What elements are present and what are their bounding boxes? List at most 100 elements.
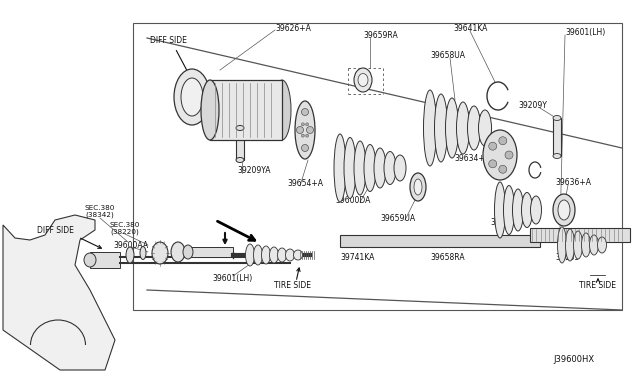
Ellipse shape — [483, 130, 517, 180]
Circle shape — [489, 160, 497, 168]
Text: 39659UA: 39659UA — [380, 214, 415, 222]
Ellipse shape — [273, 80, 291, 140]
Ellipse shape — [358, 74, 368, 87]
Ellipse shape — [295, 101, 315, 159]
Ellipse shape — [424, 90, 436, 166]
Ellipse shape — [201, 80, 219, 140]
Ellipse shape — [553, 115, 561, 121]
Text: (38342): (38342) — [86, 212, 115, 218]
Ellipse shape — [414, 179, 422, 195]
Circle shape — [301, 144, 308, 151]
Text: 39601(LH): 39601(LH) — [213, 273, 253, 282]
Ellipse shape — [262, 246, 271, 264]
Text: J39600HX: J39600HX — [554, 356, 595, 365]
Ellipse shape — [589, 235, 598, 255]
Text: 39634+A: 39634+A — [454, 154, 490, 163]
Ellipse shape — [558, 200, 570, 220]
Text: 39600AA: 39600AA — [113, 241, 148, 250]
Circle shape — [301, 134, 305, 137]
Text: 39654+A: 39654+A — [287, 179, 323, 187]
Bar — [553, 118, 561, 156]
Ellipse shape — [566, 229, 575, 261]
Ellipse shape — [495, 182, 506, 238]
Ellipse shape — [253, 245, 262, 265]
Ellipse shape — [174, 69, 210, 125]
Ellipse shape — [354, 68, 372, 92]
Bar — [210, 80, 282, 140]
Ellipse shape — [181, 78, 203, 116]
Ellipse shape — [294, 250, 303, 260]
Text: 39605: 39605 — [555, 253, 579, 263]
Circle shape — [296, 126, 303, 134]
Ellipse shape — [374, 148, 386, 188]
Ellipse shape — [84, 253, 96, 267]
Bar — [340, 235, 540, 247]
Polygon shape — [3, 215, 115, 370]
Ellipse shape — [582, 233, 591, 257]
Ellipse shape — [354, 141, 366, 195]
Text: 39741KA: 39741KA — [340, 253, 374, 263]
Ellipse shape — [334, 134, 346, 202]
Ellipse shape — [171, 242, 185, 262]
Ellipse shape — [285, 249, 294, 261]
Text: 39611+A: 39611+A — [490, 218, 525, 227]
Ellipse shape — [394, 155, 406, 181]
Circle shape — [489, 142, 497, 150]
Text: 39636+A: 39636+A — [555, 177, 591, 186]
Text: 39209Y: 39209Y — [518, 100, 547, 109]
Circle shape — [306, 134, 308, 137]
Text: 39641KA: 39641KA — [453, 23, 488, 32]
Ellipse shape — [364, 144, 376, 192]
Ellipse shape — [435, 94, 447, 162]
Ellipse shape — [557, 227, 566, 263]
Circle shape — [301, 109, 308, 115]
Ellipse shape — [456, 102, 470, 154]
Ellipse shape — [522, 192, 532, 228]
Text: DIFF SIDE: DIFF SIDE — [36, 225, 74, 234]
Ellipse shape — [553, 154, 561, 158]
Text: 39600DA: 39600DA — [335, 196, 371, 205]
Bar — [90, 252, 120, 268]
Ellipse shape — [236, 157, 244, 163]
Ellipse shape — [269, 247, 278, 263]
Ellipse shape — [384, 151, 396, 185]
Ellipse shape — [573, 231, 582, 259]
Text: 39601(LH): 39601(LH) — [565, 28, 605, 36]
Bar — [530, 228, 630, 242]
Circle shape — [306, 123, 308, 126]
Ellipse shape — [513, 189, 524, 231]
Circle shape — [307, 126, 314, 134]
Text: 39658UA: 39658UA — [430, 51, 465, 60]
Ellipse shape — [479, 110, 492, 146]
Ellipse shape — [278, 248, 287, 262]
Ellipse shape — [410, 173, 426, 201]
Ellipse shape — [445, 98, 458, 158]
Ellipse shape — [504, 186, 515, 234]
Ellipse shape — [246, 244, 255, 266]
Text: SEC.380: SEC.380 — [110, 222, 140, 228]
Text: TIRE SIDE: TIRE SIDE — [579, 280, 616, 289]
Ellipse shape — [236, 125, 244, 131]
Circle shape — [301, 123, 305, 126]
Text: 39658RA: 39658RA — [430, 253, 465, 263]
Ellipse shape — [344, 138, 356, 199]
Text: DIFF SIDE: DIFF SIDE — [150, 35, 186, 45]
Text: 39659RA: 39659RA — [363, 31, 397, 39]
Ellipse shape — [183, 245, 193, 259]
Bar — [236, 128, 244, 160]
Ellipse shape — [553, 194, 575, 226]
Ellipse shape — [598, 237, 607, 253]
Text: 39626+A: 39626+A — [275, 23, 311, 32]
Circle shape — [505, 151, 513, 159]
Ellipse shape — [531, 196, 541, 224]
Text: TIRE SIDE: TIRE SIDE — [275, 280, 312, 289]
Circle shape — [499, 137, 507, 145]
Ellipse shape — [152, 242, 168, 264]
Text: (38220): (38220) — [111, 229, 140, 235]
Ellipse shape — [126, 247, 134, 263]
Circle shape — [499, 165, 507, 173]
Bar — [188, 247, 233, 257]
Ellipse shape — [140, 247, 146, 260]
Text: 39209YA: 39209YA — [237, 166, 271, 174]
Ellipse shape — [467, 106, 481, 150]
